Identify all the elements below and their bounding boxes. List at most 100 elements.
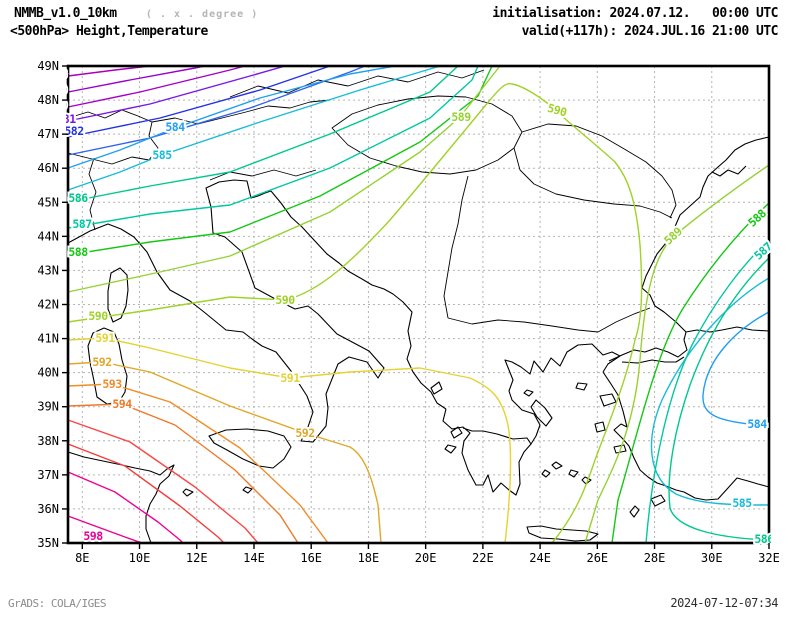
contour-586.1 (668, 257, 770, 541)
y-tick-label: 38N (37, 434, 59, 448)
coastline (182, 488, 194, 497)
contour-584.1 (702, 311, 770, 427)
contour-label-582: 582 (64, 124, 83, 138)
y-tick-label: 45N (37, 195, 59, 209)
contour-590 (67, 82, 643, 544)
y-tick-label: 37N (37, 468, 59, 482)
y-tick-label: 44N (37, 229, 59, 243)
coastline (599, 393, 617, 407)
contours-layer (67, 65, 770, 544)
country-border (513, 147, 673, 219)
y-tick-label: 36N (37, 502, 59, 516)
contour-589.1 (584, 164, 770, 544)
contour-598 (67, 515, 143, 544)
contour-585.1 (650, 277, 770, 506)
coastline (430, 381, 443, 395)
x-tick-label: 18E (358, 551, 380, 565)
coastline (530, 399, 553, 427)
y-tick-label: 39N (37, 400, 59, 414)
y-tick-label: 42N (37, 298, 59, 312)
contour-579 (67, 65, 206, 93)
coastline (504, 343, 621, 445)
contour-584 (67, 65, 396, 169)
contour-582 (67, 65, 331, 138)
contour-label-585: 585 (732, 496, 752, 510)
contour-label-584: 584 (747, 417, 767, 431)
y-tick-label: 49N (37, 59, 59, 73)
coastline (242, 486, 253, 494)
contour-label-587: 587 (72, 217, 92, 231)
country-border (597, 307, 651, 333)
init-time: initialisation: 2024.07.12. 00:00 UTC (492, 6, 778, 21)
x-tick-label: 14E (243, 551, 265, 565)
x-tick-label: 24E (529, 551, 551, 565)
x-tick-label: 32E (758, 551, 780, 565)
contour-label-587: 587 (751, 239, 775, 263)
contour-580 (67, 65, 246, 108)
coastline (450, 426, 463, 439)
contour-587 (67, 65, 479, 229)
coastline (594, 421, 606, 433)
coastline (621, 356, 685, 364)
y-tick-label: 43N (37, 263, 59, 277)
axes: 8E 10E 12E 14E 16E 18E 20E 22E 24E 26E 28E 30E 32E 49… (37, 59, 780, 565)
coastline (87, 327, 128, 405)
coastlines-layer (67, 69, 770, 544)
x-tick-label: 8E (75, 551, 89, 565)
x-tick-label: 20E (415, 551, 437, 565)
coastline (629, 505, 640, 518)
y-tick-label: 47N (37, 127, 59, 141)
country-border (229, 69, 485, 98)
contour-label-583: 83 (52, 143, 65, 157)
model-title: NMMB_v1.0_10km ( . x . degree ) (14, 6, 258, 21)
x-tick-label: 28E (644, 551, 666, 565)
contour-588.1 (611, 202, 770, 544)
model-name: NMMB_v1.0_10km (14, 6, 117, 21)
timestamp: 2024-07-12-07:34 (670, 596, 778, 610)
coastline (602, 371, 770, 501)
contour-label-591: 591 (95, 331, 115, 345)
y-tick-label: 48N (37, 93, 59, 107)
grads-credit: GrADS: COLA/IGES (8, 597, 106, 610)
x-tick-label: 12E (186, 551, 208, 565)
coastline (107, 267, 129, 323)
coastline (270, 190, 447, 410)
x-tick-label: 10E (129, 551, 151, 565)
contour-592 (67, 361, 382, 544)
coastline (523, 389, 534, 397)
contour-label-594: 594 (112, 397, 132, 411)
contour-589 (67, 65, 501, 293)
country-border (151, 99, 331, 125)
contour-label-586: 586 (68, 191, 88, 205)
contour-label-592: 592 (295, 426, 314, 440)
contour-578 (67, 65, 151, 77)
y-tick-label: 41N (37, 332, 59, 346)
contour-587.1 (645, 239, 770, 544)
contour-591 (67, 337, 512, 544)
y-tick-label: 35N (37, 536, 59, 550)
coastline (608, 326, 770, 362)
x-tick-label: 30E (701, 551, 723, 565)
country-border (521, 123, 677, 219)
contour-594 (67, 403, 299, 544)
units-note: ( . x . degree ) (145, 9, 259, 20)
contour-label-590: 590 (275, 293, 295, 307)
coastline (541, 469, 551, 478)
contour-586 (67, 65, 459, 203)
contour-593 (67, 383, 329, 544)
x-tick-label: 16E (300, 551, 322, 565)
coastline (613, 444, 627, 454)
contour-label-588: 588 (68, 245, 88, 259)
coastline (650, 494, 666, 507)
contour-581 (67, 65, 286, 122)
contour-label-581: 581 (56, 112, 76, 126)
coastline (575, 382, 588, 391)
y-tick-label: 40N (37, 366, 59, 380)
contour-583 (67, 65, 366, 156)
coastline (641, 136, 770, 333)
x-tick-label: 26E (586, 551, 608, 565)
coastline (551, 461, 563, 470)
country-border (443, 175, 469, 319)
